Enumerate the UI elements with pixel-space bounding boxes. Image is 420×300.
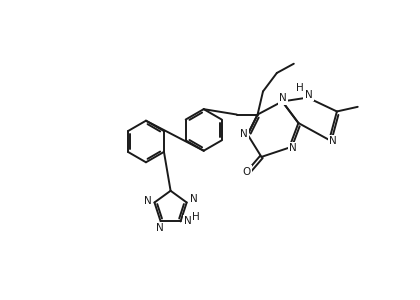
Text: N: N	[240, 129, 248, 139]
Text: N: N	[156, 223, 164, 233]
Text: N: N	[279, 93, 287, 103]
Text: N: N	[304, 89, 312, 100]
Text: N: N	[190, 194, 197, 204]
Text: H: H	[296, 83, 304, 93]
Text: N: N	[184, 216, 192, 226]
Text: H: H	[192, 212, 200, 222]
Text: N: N	[144, 196, 152, 206]
Text: O: O	[242, 167, 250, 176]
Text: N: N	[289, 143, 297, 153]
Text: N: N	[329, 136, 337, 146]
